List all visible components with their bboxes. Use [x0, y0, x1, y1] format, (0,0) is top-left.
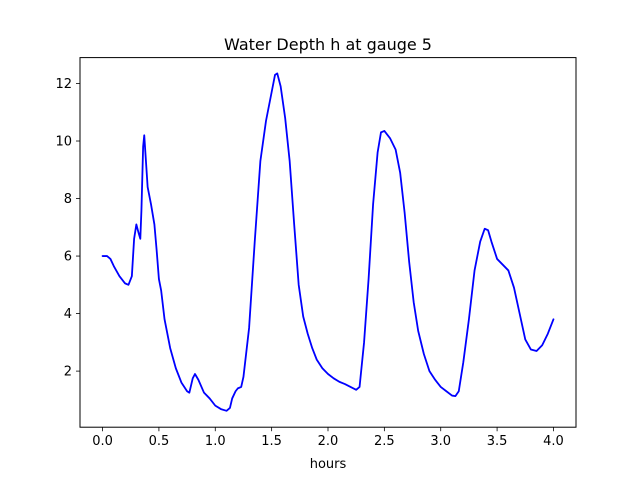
y-tick-label: 8: [64, 192, 72, 207]
y-tick-label: 12: [55, 77, 72, 92]
x-tick-label: 3.0: [430, 434, 451, 449]
x-tick-label: 2.0: [318, 434, 339, 449]
x-tick-label: 4.0: [543, 434, 564, 449]
y-tick-label: 6: [64, 250, 72, 265]
series-line-0: [101, 72, 555, 412]
y-tick-label: 2: [64, 365, 72, 380]
x-axis-label: hours: [310, 457, 347, 472]
y-tick-label: 10: [55, 135, 72, 150]
x-tick-label: 1.0: [205, 434, 226, 449]
y-axis: 2 4 6 8 10 12: [55, 77, 80, 380]
plot-area: [101, 72, 555, 412]
x-tick-label: 3.5: [487, 434, 508, 449]
y-tick-label: 4: [64, 307, 72, 322]
x-tick-label: 0.0: [92, 434, 113, 449]
x-tick-label: 1.5: [261, 434, 282, 449]
chart-title: Water Depth h at gauge 5: [224, 35, 432, 54]
x-tick-label: 2.5: [374, 434, 395, 449]
x-axis: 0.0 0.5 1.0 1.5 2.0 2.5 3.0 3.5 4.0: [92, 427, 564, 449]
x-tick-label: 0.5: [149, 434, 170, 449]
